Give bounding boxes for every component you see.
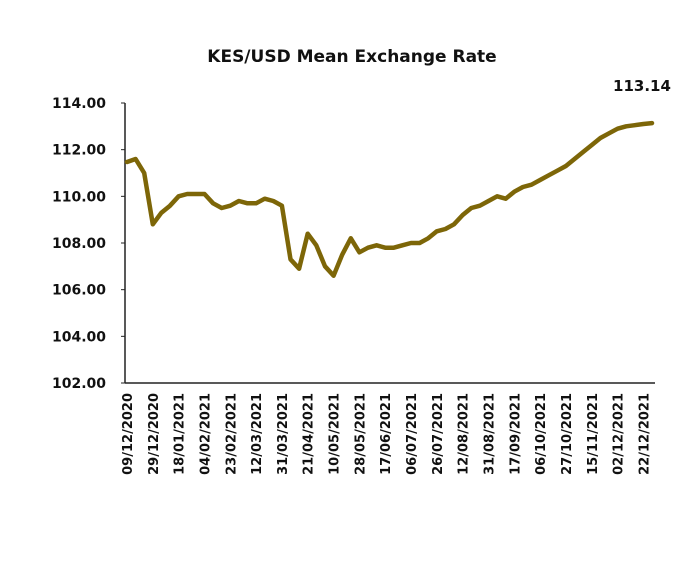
x-tick-label: 17/06/2021 xyxy=(379,393,394,475)
y-tick-label: 102.00 xyxy=(52,376,106,392)
x-tick-label: 06/10/2021 xyxy=(534,393,549,475)
y-tick-label: 108.00 xyxy=(52,236,106,252)
x-tick-label: 02/12/2021 xyxy=(612,393,627,475)
x-tick-label: 21/04/2021 xyxy=(302,393,317,475)
y-tick-label: 110.00 xyxy=(52,189,106,205)
x-tick-label: 04/02/2021 xyxy=(198,393,213,475)
x-tick-label: 06/07/2021 xyxy=(405,393,420,475)
x-tick-label: 31/08/2021 xyxy=(482,393,497,475)
line-series xyxy=(124,120,655,278)
x-tick-label: 26/07/2021 xyxy=(431,393,446,475)
x-tick-label: 18/01/2021 xyxy=(173,393,188,475)
x-tick-label: 17/09/2021 xyxy=(508,393,523,475)
x-tick-label: 09/12/2020 xyxy=(121,393,136,475)
x-tick-label: 22/12/2021 xyxy=(637,393,652,475)
x-tick-label: 12/08/2021 xyxy=(457,393,472,475)
x-tick-label: 23/02/2021 xyxy=(224,393,239,475)
data-label: 113.14 xyxy=(613,77,671,95)
x-tick-label: 15/11/2021 xyxy=(586,393,601,475)
x-tick-label: 31/03/2021 xyxy=(276,393,291,475)
chart-title: KES/USD Mean Exchange Rate xyxy=(207,47,496,67)
y-tick-label: 114.00 xyxy=(52,96,106,112)
x-tick-label: 29/12/2020 xyxy=(147,393,162,475)
x-tick-label: 12/03/2021 xyxy=(250,393,265,475)
x-tick-label: 27/10/2021 xyxy=(560,393,575,475)
y-tick-label: 112.00 xyxy=(52,143,106,159)
y-tick-label: 104.00 xyxy=(52,329,106,345)
y-tick-label: 106.00 xyxy=(52,283,106,299)
x-tick-label: 28/05/2021 xyxy=(353,393,368,475)
x-tick-label: 10/05/2021 xyxy=(328,393,343,475)
